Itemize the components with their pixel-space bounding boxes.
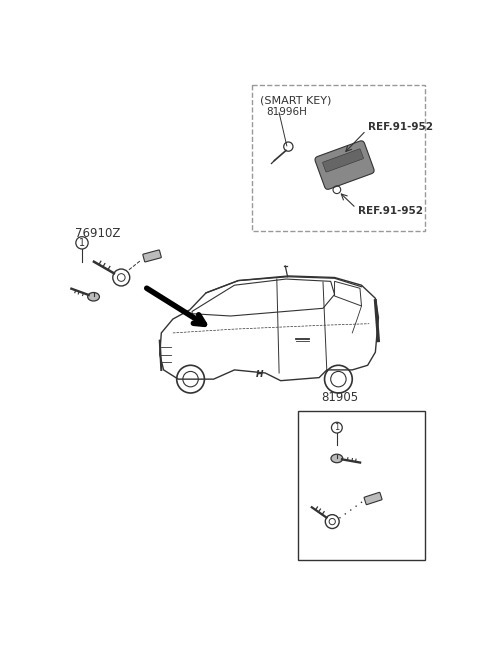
Circle shape: [350, 509, 351, 510]
Bar: [252, 85, 425, 231]
FancyBboxPatch shape: [315, 141, 374, 189]
Circle shape: [345, 513, 346, 514]
Bar: [299, 411, 425, 560]
Circle shape: [361, 501, 362, 503]
Text: REF.91-952: REF.91-952: [368, 122, 432, 131]
FancyBboxPatch shape: [323, 149, 363, 172]
Text: REF.91-952: REF.91-952: [358, 206, 423, 216]
Text: 76910Z: 76910Z: [75, 227, 120, 240]
Ellipse shape: [88, 292, 99, 301]
Ellipse shape: [331, 454, 343, 463]
Text: 81996H: 81996H: [266, 106, 307, 116]
FancyBboxPatch shape: [143, 250, 161, 262]
Circle shape: [339, 517, 341, 518]
Text: 1: 1: [79, 238, 85, 248]
FancyBboxPatch shape: [364, 492, 382, 505]
Text: 1: 1: [334, 423, 339, 432]
Circle shape: [355, 505, 357, 507]
Text: 81905: 81905: [322, 391, 359, 404]
Text: (SMART KEY): (SMART KEY): [260, 96, 331, 106]
Text: H: H: [256, 370, 264, 379]
